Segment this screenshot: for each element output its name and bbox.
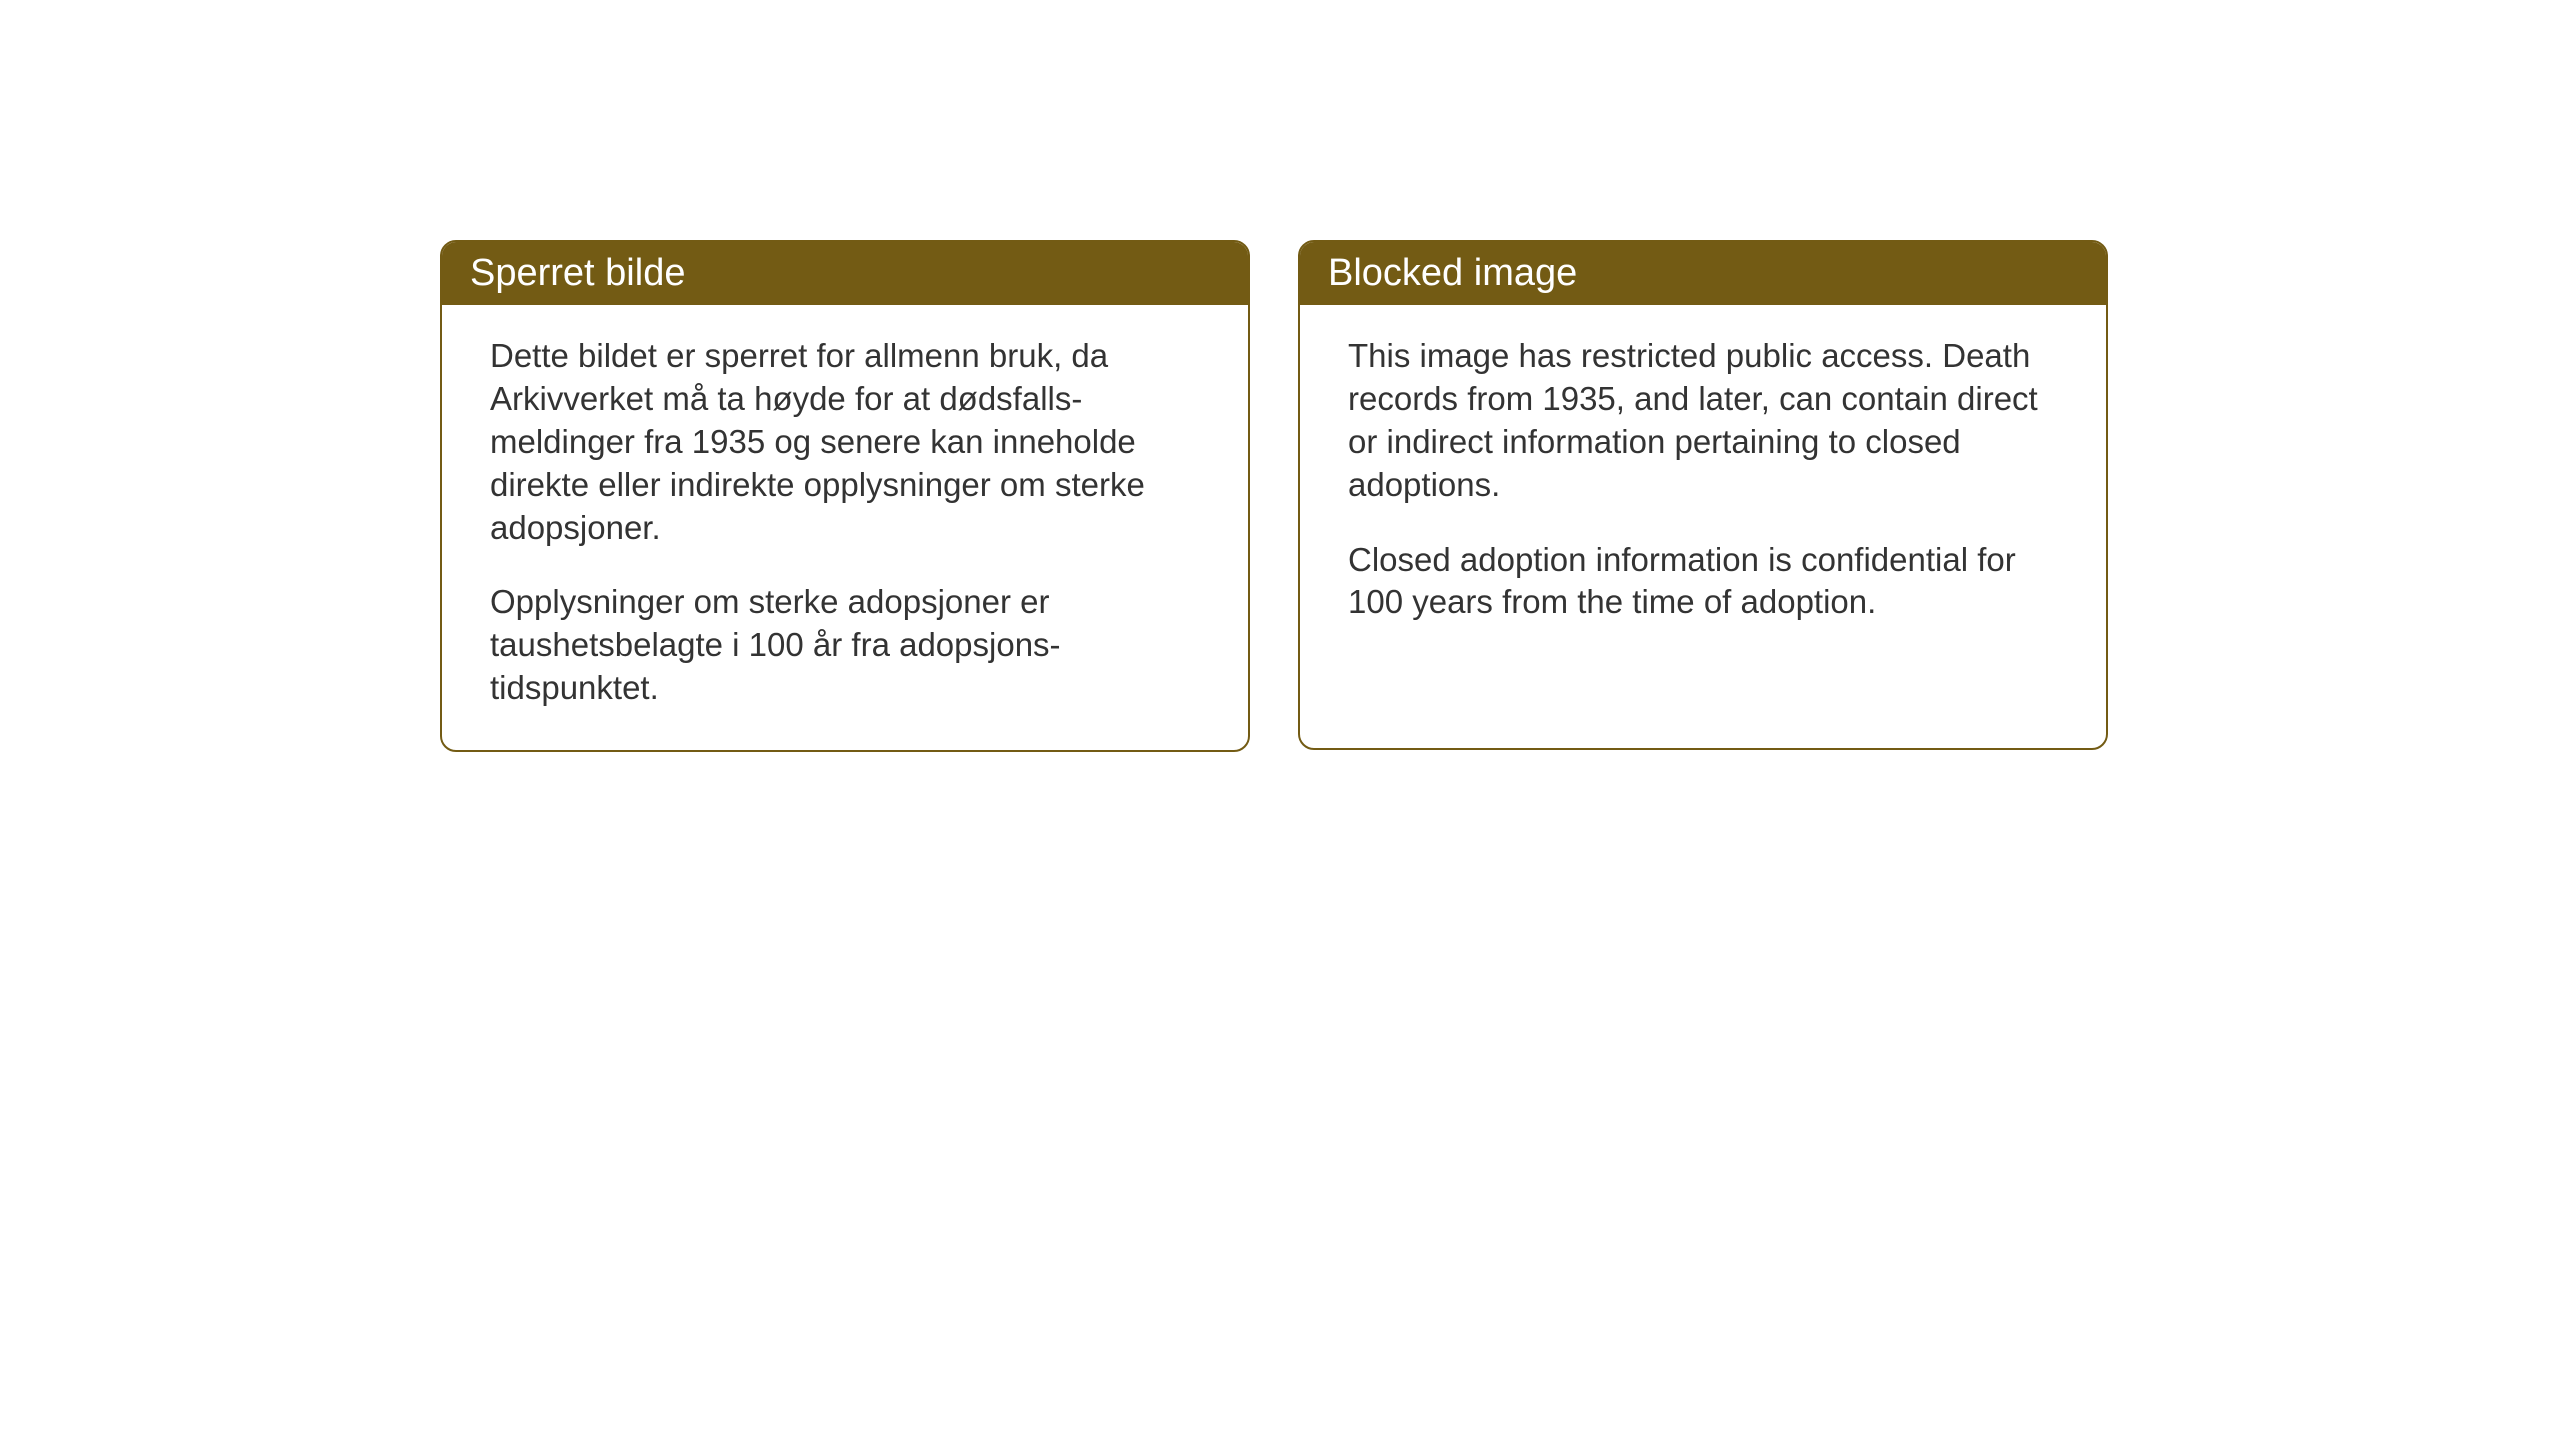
english-notice-body: This image has restricted public access.… — [1300, 305, 2106, 664]
norwegian-paragraph-2: Opplysninger om sterke adopsjoner er tau… — [490, 581, 1200, 710]
english-notice-header: Blocked image — [1300, 242, 2106, 305]
norwegian-notice-header: Sperret bilde — [442, 242, 1248, 305]
norwegian-paragraph-1: Dette bildet er sperret for allmenn bruk… — [490, 335, 1200, 549]
english-paragraph-1: This image has restricted public access.… — [1348, 335, 2058, 507]
english-paragraph-2: Closed adoption information is confident… — [1348, 539, 2058, 625]
norwegian-notice-title: Sperret bilde — [470, 252, 685, 294]
norwegian-notice-box: Sperret bilde Dette bildet er sperret fo… — [440, 240, 1250, 752]
notices-container: Sperret bilde Dette bildet er sperret fo… — [0, 0, 2560, 752]
norwegian-notice-body: Dette bildet er sperret for allmenn bruk… — [442, 305, 1248, 750]
english-notice-title: Blocked image — [1328, 252, 1577, 294]
english-notice-box: Blocked image This image has restricted … — [1298, 240, 2108, 750]
